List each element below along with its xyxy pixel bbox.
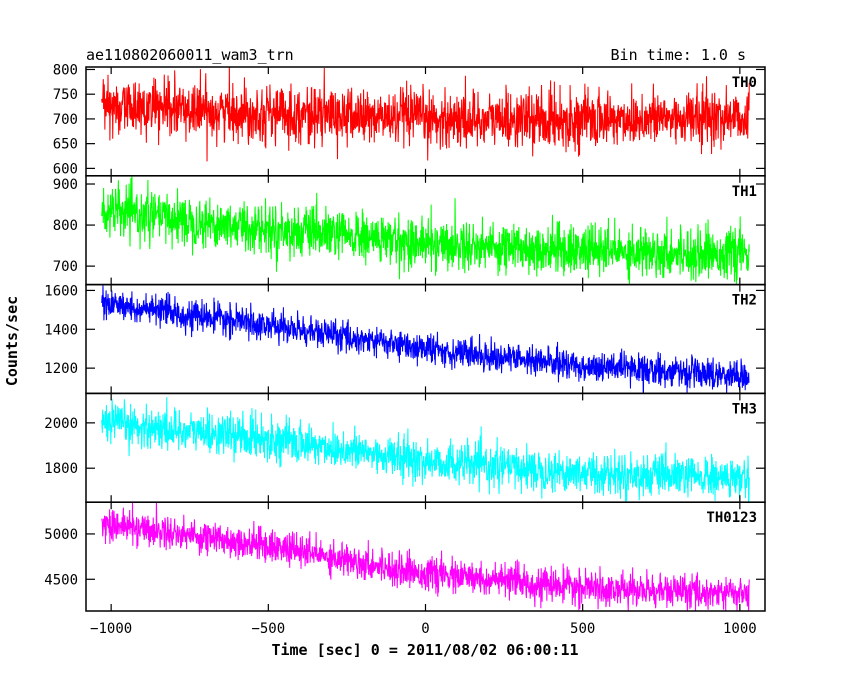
x-tick-label: −1000 xyxy=(90,621,132,637)
y-tick-label: 650 xyxy=(53,137,78,153)
series-line-th3 xyxy=(101,397,750,503)
y-tick-label: 600 xyxy=(53,161,78,177)
panel-frame xyxy=(85,392,766,503)
series-label-th0123: TH0123 xyxy=(706,510,757,526)
series-label-th3: TH3 xyxy=(732,401,757,417)
series-line-th2 xyxy=(101,285,750,394)
panel-th1: 700 800 900 TH1 xyxy=(53,175,766,286)
panel-th0123: 4500 5000 TH0123 xyxy=(44,501,766,612)
series-label-th2: TH2 xyxy=(732,293,757,309)
y-tick-label: 800 xyxy=(53,218,78,234)
series-label-th1: TH1 xyxy=(732,184,757,200)
series-line-th1 xyxy=(101,175,750,285)
series-line-th0123 xyxy=(101,502,750,612)
x-axis-label: Time [sec] 0 = 2011/08/02 06:00:11 xyxy=(271,641,578,659)
y-tick-label: 750 xyxy=(53,87,78,103)
chart-title: ae110802060011_wam3_trn xyxy=(86,46,294,64)
y-tick-label: 700 xyxy=(53,112,78,128)
y-tick-label: 800 xyxy=(53,62,78,78)
bin-time-label: Bin time: 1.0 s xyxy=(611,46,746,64)
panels-group: 600 650 700 750 800 TH0 700 800 900 TH1 1200 1400 16… xyxy=(44,62,766,612)
panel-th3: 1800 2000 TH3 xyxy=(44,392,766,503)
series-line-th0 xyxy=(101,67,750,162)
y-tick-label: 2000 xyxy=(44,416,78,432)
x-tick-label: 1000 xyxy=(723,621,757,637)
series-label-th0: TH0 xyxy=(732,75,757,91)
y-tick-label: 900 xyxy=(53,177,78,193)
x-axis: −1000 −500 0 500 1000 xyxy=(90,621,757,637)
y-tick-label: 1800 xyxy=(44,461,78,477)
y-axis-label: Counts/sec xyxy=(3,296,21,386)
x-tick-label: 500 xyxy=(570,621,595,637)
y-tick-label: 1400 xyxy=(44,322,78,338)
panel-th2: 1200 1400 1600 TH2 xyxy=(44,283,766,395)
y-tick-label: 700 xyxy=(53,259,78,275)
y-tick-label: 5000 xyxy=(44,527,78,543)
y-tick-label: 1200 xyxy=(44,361,78,377)
y-tick-label: 1600 xyxy=(44,283,78,299)
y-tick-label: 4500 xyxy=(44,572,78,588)
x-tick-label: 0 xyxy=(421,621,429,637)
x-tick-label: −500 xyxy=(251,621,285,637)
panel-frame xyxy=(85,283,766,395)
panel-th0: 600 650 700 750 800 TH0 xyxy=(53,62,766,177)
